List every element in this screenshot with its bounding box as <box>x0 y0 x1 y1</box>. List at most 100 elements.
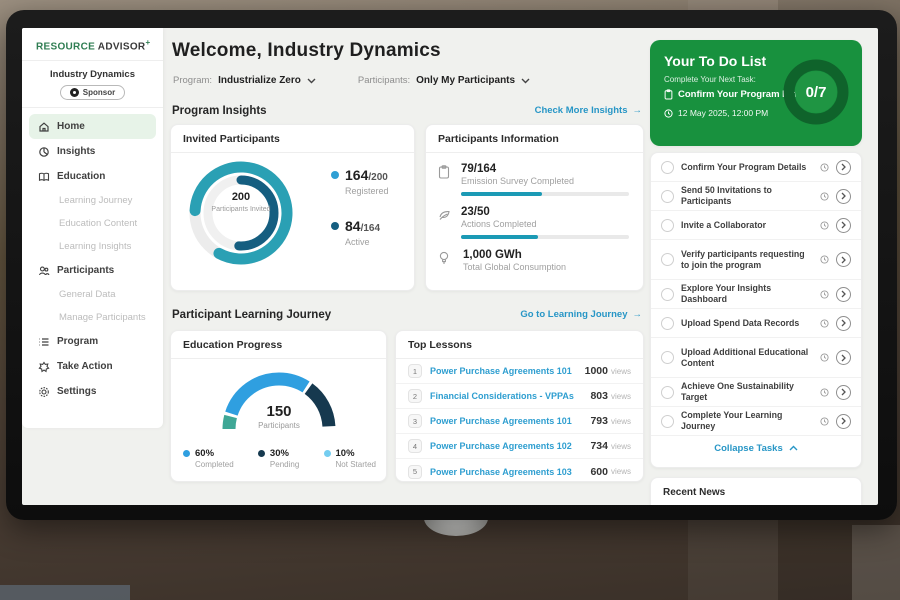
todo-checkbox[interactable] <box>661 253 674 266</box>
lesson-link[interactable]: Power Purchase Agreements 101 <box>430 366 572 376</box>
take-action-icon <box>38 361 50 373</box>
sidebar-item-education-content[interactable]: Education Content <box>59 218 138 230</box>
lesson-row: 5 Power Purchase Agreements 103 600 views <box>396 459 643 484</box>
lesson-link[interactable]: Financial Considerations - VPPAs <box>430 391 574 401</box>
participants-value: Only My Participants <box>416 75 516 86</box>
lesson-rank: 2 <box>408 389 422 403</box>
sidebar-item-home[interactable]: Home <box>29 114 156 140</box>
todo-item[interactable]: Explore Your Insights Dashboard <box>651 280 861 309</box>
todo-list-card: Confirm Your Program Details Send 50 Inv… <box>650 152 862 468</box>
chevron-right-button[interactable] <box>836 350 851 365</box>
background-desk-object <box>0 585 130 600</box>
app-logo[interactable]: RESOURCE ADVISOR+ <box>22 28 163 62</box>
sidebar-item-learning-journey[interactable]: Learning Journey <box>59 195 133 207</box>
sidebar-item-take-action[interactable]: Take Action <box>22 354 163 379</box>
chevron-right-button[interactable] <box>836 188 851 204</box>
lesson-link[interactable]: Power Purchase Agreements 101 <box>430 416 572 426</box>
todo-item[interactable]: Verify participants requesting to join t… <box>651 240 861 280</box>
todo-checkbox[interactable] <box>661 287 674 301</box>
chevron-right-button[interactable] <box>836 315 851 331</box>
section-title-learning-journey: Participant Learning Journey <box>172 309 332 321</box>
link-label: Go to Learning Journey <box>520 309 628 320</box>
chevron-right-button[interactable] <box>836 286 851 302</box>
chevron-right-button[interactable] <box>836 384 851 400</box>
todo-item[interactable]: Achieve One Sustainability Target <box>651 378 861 407</box>
settings-icon <box>39 386 49 397</box>
donut-legend: 164/200 Registered 84/164 Active <box>331 167 389 269</box>
arrow-right-icon: → <box>632 309 643 320</box>
todo-item[interactable]: Confirm Your Program Details <box>651 153 861 182</box>
sidebar-item-general-data[interactable]: General Data <box>59 289 116 301</box>
lesson-link[interactable]: Power Purchase Agreements 102 <box>430 441 572 451</box>
todo-datetime: 12 May 2025, 12:00 PM <box>664 108 768 118</box>
todo-checkbox[interactable] <box>661 218 674 232</box>
sidebar-item-participants[interactable]: Participants <box>22 258 163 283</box>
recent-news-card: Recent News <box>650 477 862 505</box>
todo-checkbox[interactable] <box>661 316 674 330</box>
progress-fill <box>461 235 539 239</box>
lesson-row: 2 Financial Considerations - VPPAs 803 vi… <box>396 384 643 409</box>
sidebar-item-learning-insights[interactable]: Learning Insights <box>59 241 132 253</box>
chevron-down-icon <box>521 78 530 83</box>
clock-icon <box>820 289 829 299</box>
chevron-right-button[interactable] <box>836 413 851 429</box>
participants-dropdown[interactable]: Participants: Only My Participants <box>358 75 530 86</box>
sponsor-icon <box>69 88 79 98</box>
donut-center-label: 200 Participants Invited <box>211 191 271 213</box>
progress-fill <box>461 192 542 196</box>
gauge-legend: 60% Completed 30% Pending 10% Not Started <box>183 448 376 469</box>
sidebar-item-program[interactable]: Program <box>22 329 163 354</box>
chevron-down-icon <box>307 78 316 83</box>
info-row-actions: 23/50 Actions Completed <box>426 196 643 239</box>
todo-item[interactable]: Upload Spend Data Records <box>651 309 861 338</box>
sponsor-badge[interactable]: Sponsor <box>59 85 126 101</box>
education-gauge-chart <box>214 361 344 486</box>
clock-icon <box>820 387 829 397</box>
clock-icon <box>820 220 829 230</box>
clipboard-icon <box>438 163 452 196</box>
lesson-row: 3 Power Purchase Agreements 101 793 views <box>396 409 643 434</box>
todo-checkbox[interactable] <box>661 351 674 364</box>
chevron-right-button[interactable] <box>836 159 851 175</box>
lesson-views: 1000 <box>584 365 608 377</box>
progress-track <box>461 192 629 196</box>
card-title: Recent News <box>651 478 861 505</box>
sidebar-item-label: Program <box>57 336 99 348</box>
page-title: Welcome, Industry Dynamics <box>172 40 441 61</box>
todo-item[interactable]: Upload Additional Educational Content <box>651 338 861 378</box>
donut-arc-active <box>203 175 279 251</box>
todo-item[interactable]: Send 50 Invitations to Participants <box>651 182 861 211</box>
sidebar-item-manage-participants[interactable]: Manage Participants <box>59 312 146 324</box>
todo-subtitle: Complete Your Next Task: <box>664 75 756 84</box>
todo-item[interactable]: Complete Your Learning Journey <box>651 407 861 436</box>
todo-summary-card: Your To Do List Complete Your Next Task:… <box>650 40 862 146</box>
program-dropdown[interactable]: Program: Industrialize Zero <box>173 75 316 86</box>
participants-label: Participants: <box>357 75 411 86</box>
chevron-right-button[interactable] <box>836 252 851 267</box>
todo-item[interactable]: Invite a Collaborator <box>651 211 861 240</box>
clipboard-icon <box>664 89 673 100</box>
home-icon <box>39 122 49 132</box>
monitor-bezel: RESOURCE ADVISOR+ Industry Dynamics Spon… <box>6 10 897 520</box>
background-desk-corner <box>852 525 900 600</box>
sidebar-item-settings[interactable]: Settings <box>22 379 163 404</box>
dashboard-screen: RESOURCE ADVISOR+ Industry Dynamics Spon… <box>22 28 878 505</box>
invited-donut-chart: 200 Participants Invited <box>181 153 301 273</box>
todo-checkbox[interactable] <box>661 414 674 428</box>
lesson-link[interactable]: Power Purchase Agreements 103 <box>430 466 572 477</box>
go-to-learning-journey-link[interactable]: Go to Learning Journey → <box>520 309 642 320</box>
donut-arc-registered <box>189 161 293 265</box>
chevron-right-button[interactable] <box>836 217 851 233</box>
todo-next-task[interactable]: Confirm Your Program Details <box>664 89 813 100</box>
lesson-row: 1 Power Purchase Agreements 101 1000 view… <box>396 359 643 384</box>
sidebar-item-insights[interactable]: Insights <box>22 139 163 164</box>
sidebar-item-education[interactable]: Education <box>22 164 163 189</box>
todo-checkbox[interactable] <box>661 160 674 174</box>
lesson-views: 803 <box>590 390 608 402</box>
todo-checkbox[interactable] <box>661 189 674 203</box>
check-more-insights-link[interactable]: Check More Insights → <box>535 105 642 116</box>
collapse-tasks-link[interactable]: Collapse Tasks <box>651 436 861 460</box>
todo-checkbox[interactable] <box>661 385 674 399</box>
insights-icon <box>39 147 49 157</box>
sidebar-item-label: Take Action <box>57 361 113 373</box>
